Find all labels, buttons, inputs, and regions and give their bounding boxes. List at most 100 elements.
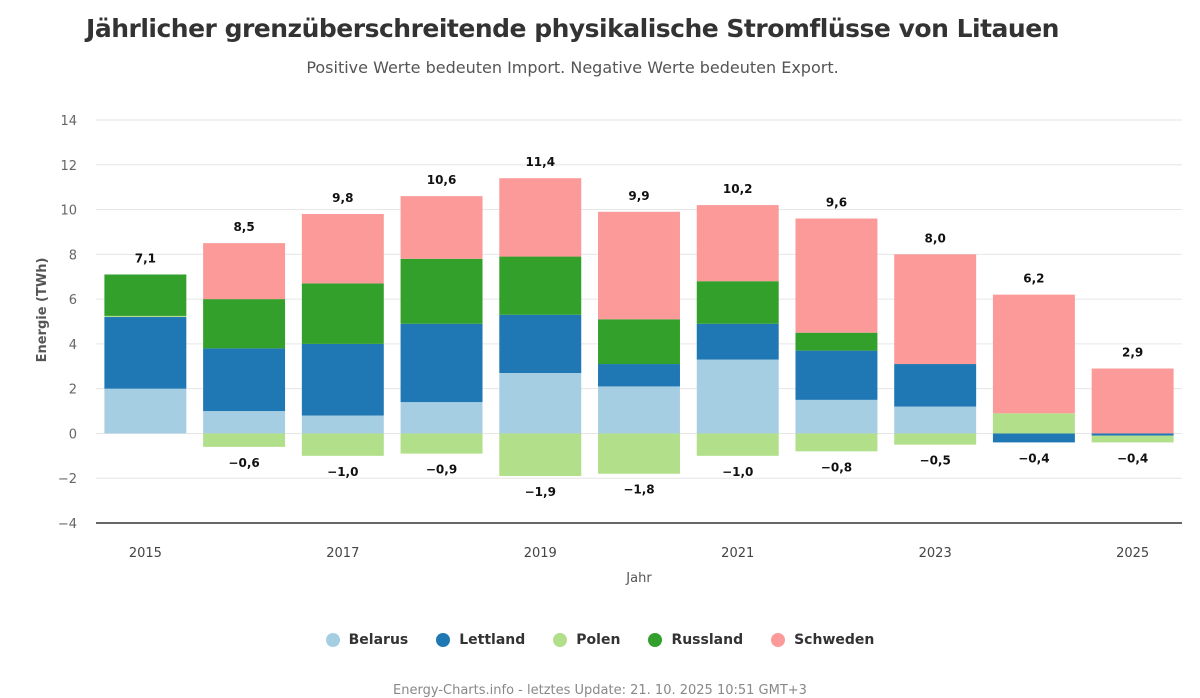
bar-segment-schweden[interactable] [400,196,483,259]
total-label-positive: 10,6 [427,173,457,187]
bar-segment-belarus[interactable] [696,359,779,434]
bar-stack-2016[interactable] [203,243,286,447]
bar-segment-polen[interactable] [795,433,878,452]
total-label-positive: 7,1 [135,251,156,265]
legend-item-polen[interactable]: Polen [553,632,620,648]
bar-segment-schweden[interactable] [203,243,286,300]
bar-segment-lettland[interactable] [992,433,1075,443]
bar-segment-lettland[interactable] [203,348,286,412]
bar-segment-lettland[interactable] [696,323,779,360]
total-label-negative: −0,9 [426,463,457,477]
bar-segment-polen[interactable] [598,433,680,474]
x-tick-label: 2021 [721,546,754,561]
bar-segment-russland[interactable] [301,283,384,344]
x-axis-ticks: 2015 2017 2019 2021 2023 2025 [129,546,1149,561]
bar-segment-russland[interactable] [400,258,483,324]
y-tick-label: 6 [69,293,77,308]
total-label-negative: −0,4 [1018,451,1049,465]
bar-segment-russland[interactable] [795,332,878,351]
bar-stack-2018[interactable] [400,196,483,454]
bar-segment-belarus[interactable] [598,386,680,434]
bar-segment-lettland[interactable] [400,323,483,403]
bar-stack-2021[interactable] [696,205,779,456]
bar-segment-belarus[interactable] [203,411,286,434]
legend-item-schweden[interactable]: Schweden [771,632,874,648]
y-tick-label: 2 [69,383,77,398]
bar-segment-polen[interactable] [104,315,187,318]
legend-label: Russland [671,632,744,648]
bar-segment-schweden[interactable] [1091,368,1174,434]
legend-label: Schweden [794,632,875,648]
bar-segment-lettland[interactable] [894,364,977,407]
bar-segment-belarus[interactable] [400,402,483,434]
bar-stack-2017[interactable] [301,214,384,456]
legend-dot-icon [436,633,451,647]
bar-segment-russland[interactable] [203,299,286,349]
bar-segment-russland[interactable] [598,319,680,365]
total-label-negative: −1,0 [722,465,753,479]
bar-segment-lettland[interactable] [499,314,582,373]
bar-stack-2022[interactable] [795,218,878,452]
bar-segment-belarus[interactable] [104,388,187,434]
bar-segment-belarus[interactable] [499,372,582,434]
x-tick-label: 2025 [1116,546,1149,561]
legend-label: Belarus [348,632,409,648]
bar-segment-lettland[interactable] [795,350,878,400]
legend-item-belarus[interactable]: Belarus [325,632,409,648]
bar-segment-schweden[interactable] [499,178,582,257]
y-tick-label: 12 [60,159,77,174]
bar-segment-russland[interactable] [696,281,779,324]
bar-segment-schweden[interactable] [598,211,680,320]
bar-segment-schweden[interactable] [696,205,779,282]
bar-segment-belarus[interactable] [301,415,384,434]
bar-segment-lettland[interactable] [1091,433,1174,436]
bar-segment-polen[interactable] [696,433,779,456]
y-tick-label: 4 [69,338,77,353]
y-tick-label: 10 [60,204,77,219]
legend-label: Polen [576,632,621,648]
bar-segment-polen[interactable] [203,433,286,447]
total-label-positive: 8,0 [925,231,946,245]
bar-stack-2019[interactable] [499,178,582,476]
x-tick-label: 2019 [524,546,557,561]
bar-segment-polen[interactable] [992,413,1075,434]
y-tick-label: 0 [69,427,77,442]
bar-segment-schweden[interactable] [795,218,878,333]
legend-item-lettland[interactable]: Lettland [436,632,525,648]
data-labels: 7,1 8,5 −0,6 9,8 −1,0 10,6 −0,9 11,4 −1,9 9,9 −1,8… [135,155,1149,499]
total-label-positive: 9,6 [826,196,847,210]
bar-segment-polen[interactable] [894,433,977,445]
legend: Belarus Lettland Polen Russland Schweden [0,632,1200,648]
x-tick-label: 2017 [326,546,359,561]
y-tick-label: −2 [58,472,77,487]
y-tick-label: −4 [58,517,77,532]
total-label-positive: 9,9 [628,189,649,203]
legend-dot-icon [771,633,786,647]
chart-plot: 14 12 10 8 6 4 2 0 −2 −4 7,1 8,5 −0,6 9,8 −1,0 10,6 −0,… [35,114,1182,586]
bar-stack-2025[interactable] [1091,368,1174,443]
chart-title: Jährlicher grenzüberschreitende physikal… [86,14,1059,43]
bar-segment-polen[interactable] [1091,435,1174,443]
bar-segment-lettland[interactable] [301,343,384,416]
bar-stack-2015[interactable] [104,274,187,434]
bar-segment-russland[interactable] [499,256,582,315]
bar-segment-russland[interactable] [104,274,187,316]
legend-dot-icon [648,633,663,647]
bar-segment-lettland[interactable] [104,317,187,389]
bar-segment-schweden[interactable] [301,214,384,284]
bar-stack-2024[interactable] [992,294,1075,443]
bar-segment-belarus[interactable] [894,406,977,434]
bar-segment-schweden[interactable] [992,294,1075,414]
bar-segment-belarus[interactable] [795,399,878,434]
bar-segment-schweden[interactable] [894,254,977,365]
bar-segment-lettland[interactable] [598,364,680,387]
bar-segment-polen[interactable] [400,433,483,454]
credits[interactable]: Energy-Charts.info - letztes Update: 21.… [393,683,807,698]
bar-segment-polen[interactable] [301,433,384,456]
bar-stack-2023[interactable] [894,254,977,445]
legend-label: Lettland [459,632,526,648]
x-tick-label: 2015 [129,546,162,561]
legend-item-russland[interactable]: Russland [648,632,743,648]
bar-stack-2020[interactable] [598,211,680,474]
bar-segment-polen[interactable] [499,433,582,476]
